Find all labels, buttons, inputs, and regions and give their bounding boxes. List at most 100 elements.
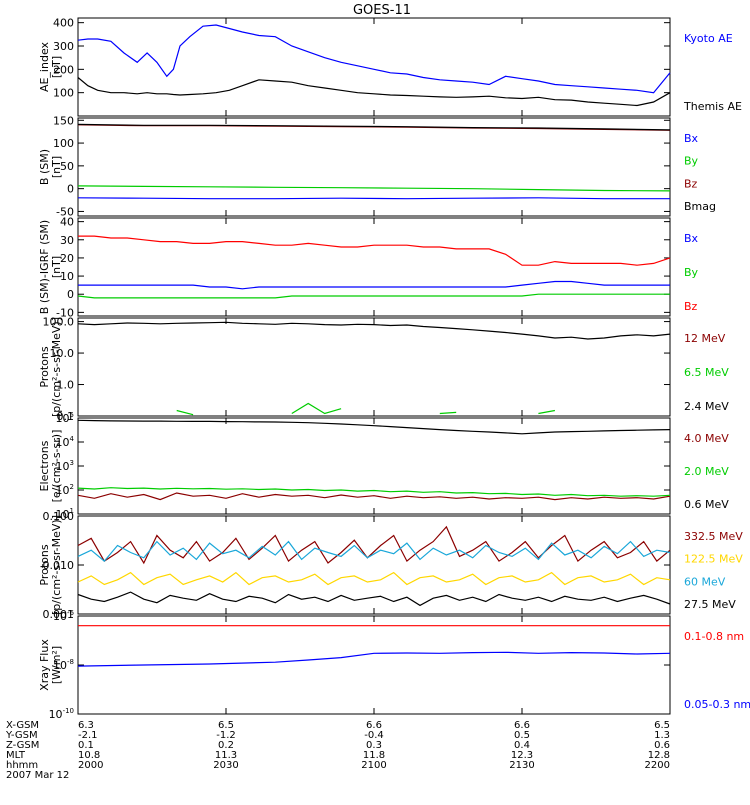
y-tick-label: 0: [67, 288, 74, 301]
y-tick-label: 50: [60, 160, 74, 173]
ephemeris-value: 0.6: [654, 740, 670, 751]
y-axis-label: [e/(cm²-s-sr)]: [50, 430, 63, 503]
legend-entry: 60 MeV: [684, 575, 726, 588]
legend-entry: 12 MeV: [684, 332, 726, 345]
legend-entry: 0.6 MeV: [684, 498, 729, 511]
ephemeris-value: 0.2: [218, 740, 234, 751]
y-axis-label: [W/m²]: [50, 646, 63, 684]
ephemeris-value: -0.4: [364, 730, 384, 741]
y-tick-exponent: 5: [70, 411, 74, 419]
legend-entry: 2.0 MeV: [684, 465, 729, 478]
ephemeris-value: 0.3: [366, 740, 382, 751]
series-line-4-0-mev: [77, 492, 671, 501]
ephemeris-value: 12.3: [511, 750, 533, 761]
y-tick-label: 100: [53, 87, 74, 100]
ephemeris-row-label: Z-GSM: [6, 740, 39, 751]
ephemeris-row-label: X-GSM: [6, 720, 39, 731]
ephemeris-value: 12.8: [648, 750, 670, 761]
y-tick-exponent: -8: [67, 658, 74, 666]
y-tick-exponent: 4: [70, 435, 75, 443]
y-tick-label: 400: [53, 17, 74, 30]
series-line-bx: [77, 197, 670, 200]
y-tick-label: 0.100: [43, 510, 75, 523]
y-axis-label: [nT]: [50, 56, 63, 78]
legend-entry: Themis AE: [683, 100, 742, 113]
y-tick-label: 101: [56, 507, 74, 521]
ephemeris-row-label: hhmm: [6, 760, 38, 771]
legend-entry: By: [684, 266, 699, 279]
ephemeris-value: 6.5: [218, 720, 234, 731]
y-tick-label: 102: [56, 483, 74, 497]
legend-entry: Bz: [684, 177, 698, 190]
panel-protons_low: 0.1 1.0 10.0 100.0 Protons [p/(cm²-s-sr-MeV)]…: [38, 316, 729, 423]
ephemeris-table: X-GSM 6.3 6.5 6.6 6.6 6.5 Y-GSM -2.1 -1.2 -0.4 0.5…: [5, 720, 670, 781]
y-tick-exponent: 1: [70, 507, 74, 515]
series-line-0-05-0-3-nm: [77, 651, 671, 667]
y-axis-label: Protons: [38, 544, 51, 585]
panel-frame: [77, 117, 671, 217]
y-tick-label: 0.001: [43, 608, 75, 621]
y-tick-label: 1.0: [57, 379, 75, 392]
legend-entry: By: [684, 155, 699, 168]
legend-entry: Bz: [684, 300, 698, 313]
plot-date: 2007 Mar 12: [6, 770, 69, 781]
legend-entry: 0.1-0.8 nm: [684, 630, 744, 643]
y-tick-label: -10: [56, 306, 74, 319]
series-line-bz: [78, 235, 671, 266]
series-line-122-5-mev: [77, 571, 671, 586]
series-line-by: [77, 293, 670, 299]
series-line-bmag: [77, 123, 671, 131]
series-line-332-5-mev: [77, 525, 671, 565]
series-line-2-4-mev: [77, 321, 671, 340]
ephemeris-row-label: MLT: [6, 750, 26, 761]
y-tick-label: 10: [60, 270, 74, 283]
y-tick-label: 100.0: [43, 316, 75, 329]
y-axis-label: Protons: [38, 346, 51, 387]
y-tick-exponent: 3: [70, 459, 74, 467]
ephemeris-value: 11.3: [215, 750, 237, 761]
y-axis-label: [p/(cm²-s-sr-MeV)]: [50, 317, 63, 417]
legend-entry: Bmag: [684, 200, 716, 213]
ephemeris-value: 10.8: [78, 750, 100, 761]
ephemeris-value: 6.3: [78, 720, 94, 731]
series-line-0-6-mev: [77, 419, 671, 435]
y-axis-label: B (SM)-IGRF (SM): [38, 220, 51, 314]
y-tick-label: 30: [60, 234, 74, 247]
y-tick-label: 10.0: [50, 347, 75, 360]
ephemeris-value: 6.5: [654, 720, 670, 731]
y-axis-label: AE_index: [38, 41, 51, 92]
ephemeris-row-label: Y-GSM: [5, 730, 38, 741]
ephemeris-value: 2130: [509, 760, 534, 771]
y-axis-label: Xray Flux: [38, 639, 51, 691]
legend-entry: 2.4 MeV: [684, 400, 729, 413]
y-tick-label: 300: [53, 40, 74, 53]
y-tick-label: 200: [53, 63, 74, 76]
panel-frame: [77, 417, 671, 515]
y-tick-label: 0.1: [57, 410, 75, 423]
ephemeris-value: 0.5: [514, 730, 530, 741]
legend-entry: 0.05-0.3 nm: [684, 698, 750, 711]
legend-entry: Bx: [684, 232, 699, 245]
y-tick-label: 103: [56, 459, 74, 473]
y-tick-exponent: -6: [67, 609, 75, 617]
series-line-bx: [78, 280, 670, 290]
ephemeris-value: 0.1: [78, 740, 94, 751]
y-axis-label: [p/(cm²-s-sr-MeV)]: [50, 515, 63, 615]
ephemeris-value: 2030: [213, 760, 238, 771]
y-tick-label: 150: [53, 114, 74, 127]
series-line-6-5-mev: [177, 404, 637, 415]
y-tick-exponent: -10: [63, 707, 74, 715]
legend-entry: 122.5 MeV: [684, 553, 743, 566]
y-axis-label: [nT]: [50, 156, 63, 178]
y-axis-label: Electrons: [38, 440, 51, 491]
panel-bdiff: -10 0 10 20 30 40 B (SM)-IGRF (SM) [nT] Bx By Bz: [38, 216, 699, 320]
chart-title: GOES-11: [353, 3, 411, 18]
y-tick-label: 20: [60, 252, 74, 265]
ephemeris-value: 0.4: [514, 740, 530, 751]
panel-bsm: -50 0 50 100 150 B (SM) [nT] Bx By Bz Bmag: [38, 114, 716, 218]
